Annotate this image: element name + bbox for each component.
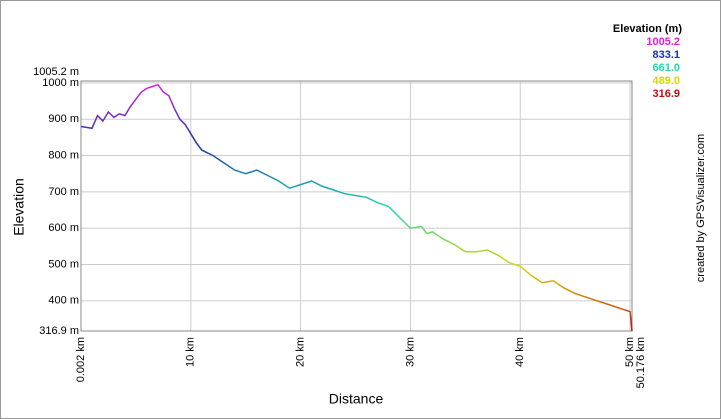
- x-tick-label: 50 km: [624, 337, 636, 367]
- elevation-line: [80, 83, 633, 332]
- y-tick-label: 1005.2 m: [33, 66, 79, 78]
- legend-entry: 661.0: [652, 62, 680, 74]
- y-axis-title: Elevation: [11, 178, 27, 236]
- legend-entry: 833.1: [652, 49, 680, 61]
- y-tick-label: 800 m: [48, 149, 79, 161]
- x-tick-label: 0.002 km: [75, 337, 87, 382]
- y-tick-label: 316.9 m: [39, 325, 79, 337]
- x-axis-title: Distance: [329, 391, 384, 407]
- x-tick-label: 20 km: [295, 337, 307, 367]
- legend-title: Elevation (m): [613, 23, 682, 35]
- y-tick-label: 400 m: [48, 295, 79, 307]
- y-tick-label: 900 m: [48, 113, 79, 125]
- legend-entry: 316.9: [652, 88, 680, 100]
- x-tick-label: 30 km: [404, 337, 416, 367]
- y-tick-label: 600 m: [48, 222, 79, 234]
- x-tick-label: 50.176 km: [635, 337, 647, 388]
- y-tick-label: 1000 m: [42, 77, 79, 89]
- y-tick-label: 500 m: [48, 258, 79, 270]
- credit: created by GPSVisualizer.com: [695, 134, 707, 282]
- y-tick-label: 700 m: [48, 186, 79, 198]
- legend-entry: 489.0: [652, 75, 680, 87]
- plot-border: [80, 80, 633, 332]
- x-tick-label: 40 km: [514, 337, 526, 367]
- legend-entry: 1005.2: [646, 36, 680, 48]
- x-tick-label: 10 km: [185, 337, 197, 367]
